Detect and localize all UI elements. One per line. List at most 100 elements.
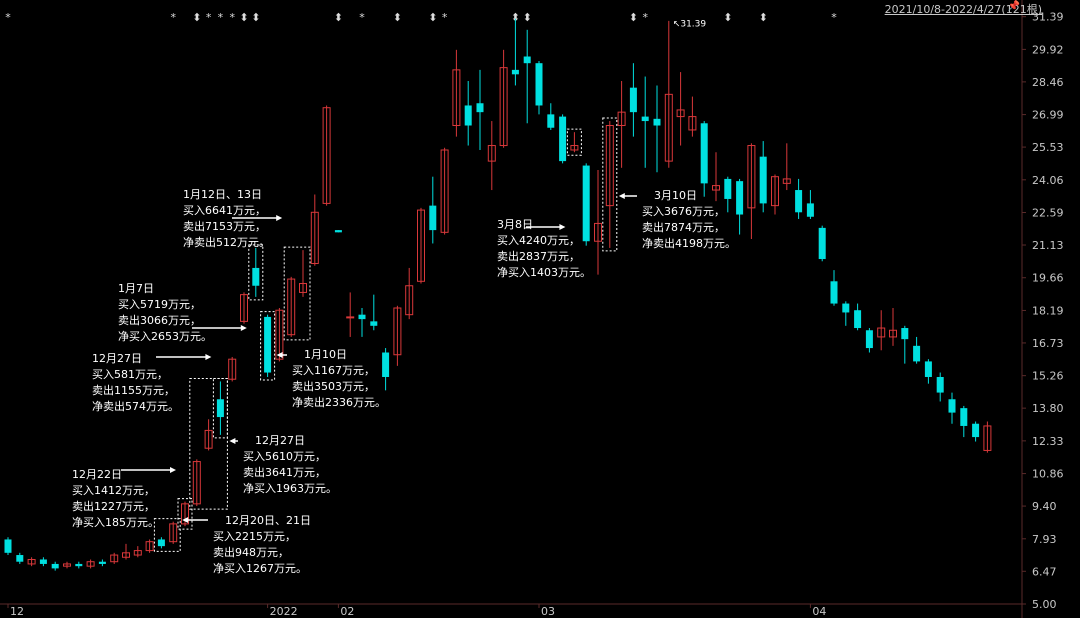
event-marker: ⬍ — [723, 11, 732, 24]
candle-body — [452, 69, 461, 127]
candle-body — [830, 281, 838, 304]
candle-body — [275, 309, 284, 360]
candle-body — [145, 541, 154, 552]
annotation-box — [260, 311, 276, 381]
candle-body — [133, 550, 142, 556]
candle-body — [901, 328, 909, 340]
annotation-text: 净卖出2336万元。 — [292, 395, 386, 409]
date-range-label[interactable]: 2021/10/8-2022/4/27(121根) — [884, 3, 1042, 16]
candle-body — [664, 93, 673, 162]
candle-body — [4, 539, 12, 553]
candle-body — [782, 178, 791, 184]
y-tick-label: 25.53 — [1032, 141, 1064, 154]
candle-body — [499, 67, 508, 147]
annotation-text: 买入581万元， — [92, 368, 168, 381]
annotation-text: 卖出7153万元， — [183, 219, 266, 233]
pin-icon[interactable]: 📌 — [1007, 1, 1020, 12]
annotation-text: 卖出3066万元， — [118, 313, 201, 327]
annotation-text: 12月27日 — [92, 352, 142, 365]
x-tick-label: 03 — [541, 605, 555, 618]
candle-body — [570, 145, 579, 151]
candle-body — [559, 116, 567, 162]
candle-body — [110, 554, 119, 563]
candle-body — [405, 285, 414, 316]
y-tick-label: 28.46 — [1032, 76, 1064, 89]
annotation-text: 卖出948万元， — [213, 545, 289, 559]
annotation-text: 买入3676万元， — [642, 205, 725, 218]
annotation-text: 卖出3503万元， — [292, 379, 375, 393]
annotation-arrowhead — [618, 193, 625, 199]
candle-body — [228, 358, 237, 380]
event-marker: ⬍ — [393, 11, 402, 24]
candle-body — [358, 314, 366, 320]
candle-body — [122, 552, 130, 558]
candle-body — [818, 227, 826, 260]
annotation-box — [177, 498, 193, 530]
candle-body — [724, 178, 732, 199]
x-tick-label: 02 — [340, 605, 354, 618]
candle-body — [240, 294, 248, 322]
event-marker: * — [359, 11, 365, 24]
x-tick-label: 04 — [812, 605, 826, 618]
annotation-text: 卖出3641万元， — [243, 465, 326, 479]
candle-body — [889, 329, 897, 338]
annotation-arrowhead — [559, 224, 566, 230]
annotation-text: 净买入1963万元。 — [243, 481, 337, 495]
candle-body — [617, 111, 626, 127]
event-marker: * — [442, 11, 448, 24]
annotation-text: 买入5719万元， — [118, 298, 201, 311]
candle-body — [877, 327, 886, 338]
annotation-arrowhead — [182, 517, 189, 523]
annotation-text: 净买入1267万元。 — [213, 561, 307, 575]
candle-body — [865, 330, 873, 349]
y-tick-label: 31.39 — [1032, 11, 1064, 24]
y-tick-label: 13.80 — [1032, 402, 1064, 415]
candle-body — [204, 429, 213, 449]
annotation-box — [248, 244, 264, 301]
annotation-arrowhead — [240, 325, 247, 331]
annotation-box — [283, 246, 311, 341]
candle-body — [948, 399, 956, 413]
y-tick-label: 7.93 — [1032, 533, 1057, 546]
candle-body — [582, 165, 590, 242]
candle-body — [676, 109, 685, 118]
candle-body — [511, 69, 519, 75]
y-tick-label: 21.13 — [1032, 239, 1064, 252]
candle-body — [854, 310, 862, 329]
candle-body — [653, 118, 661, 126]
annotation-arrowhead — [205, 354, 212, 360]
annotation-text: 3月8日 — [497, 218, 533, 231]
candle-body — [287, 278, 296, 336]
candle-body — [157, 539, 165, 547]
event-marker: * — [5, 11, 11, 24]
annotation-text: 12月22日 — [72, 468, 122, 481]
candle-body — [842, 303, 850, 313]
y-tick-label: 16.73 — [1032, 337, 1064, 350]
event-marker: * — [642, 11, 648, 24]
candle-body — [216, 399, 224, 418]
annotation-text: 12月20日、21日 — [225, 514, 311, 527]
annotation-text: 3月10日 — [654, 189, 697, 202]
annotation-arrowhead — [229, 438, 236, 444]
event-marker: ⬍ — [239, 11, 248, 24]
candle-body — [440, 149, 449, 233]
candle-body — [334, 230, 342, 233]
event-marker: * — [170, 11, 176, 24]
y-tick-label: 18.19 — [1032, 304, 1064, 317]
annotation-text: 买入6641万元， — [183, 204, 266, 217]
annotation-text: 卖出1227万元， — [72, 499, 155, 513]
candle-body — [535, 63, 543, 106]
candle-body — [795, 190, 803, 213]
event-marker: ⬍ — [334, 11, 343, 24]
y-tick-label: 5.00 — [1032, 598, 1057, 611]
candle-body — [63, 563, 71, 567]
candle-body — [27, 558, 36, 565]
candle-body — [487, 145, 496, 162]
event-marker: ⬍ — [511, 11, 520, 24]
annotation-text: 买入1412万元， — [72, 484, 155, 497]
annotation-text: 净卖出574万元。 — [92, 399, 179, 413]
y-tick-label: 29.92 — [1032, 43, 1064, 56]
candle-body — [299, 283, 307, 293]
candle-body — [86, 561, 95, 567]
